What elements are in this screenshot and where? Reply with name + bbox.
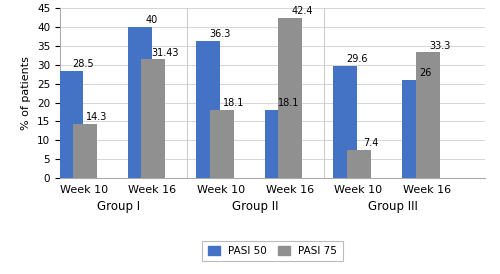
Legend: PASI 50, PASI 75: PASI 50, PASI 75 (202, 241, 342, 261)
Bar (196, 41, 220, 178)
Bar (128, 27, 152, 178)
Bar (210, 110, 234, 178)
Text: 29.6: 29.6 (346, 55, 368, 64)
Bar (59, 70, 83, 178)
Bar (142, 59, 166, 178)
Bar (347, 150, 371, 178)
Bar (278, 18, 302, 178)
Bar (265, 110, 289, 178)
Text: 18.1: 18.1 (224, 98, 244, 108)
Text: Week 10: Week 10 (334, 185, 382, 195)
Text: 26: 26 (420, 68, 432, 78)
Text: Week 10: Week 10 (197, 185, 245, 195)
Text: Group I: Group I (96, 200, 140, 213)
Bar (402, 80, 426, 178)
Text: Group II: Group II (232, 200, 278, 213)
Bar (416, 52, 440, 178)
Text: Week 16: Week 16 (128, 185, 176, 195)
Text: 33.3: 33.3 (429, 41, 450, 50)
Text: Week 10: Week 10 (60, 185, 108, 195)
Text: 36.3: 36.3 (210, 29, 231, 39)
Text: 31.43: 31.43 (152, 48, 179, 58)
Text: 18.1: 18.1 (278, 98, 299, 108)
Text: 7.4: 7.4 (364, 138, 378, 148)
Text: 40: 40 (146, 15, 158, 25)
Bar (73, 124, 97, 178)
Y-axis label: % of patients: % of patients (22, 56, 32, 130)
Text: Week 16: Week 16 (402, 185, 451, 195)
Text: 14.3: 14.3 (86, 112, 108, 122)
Bar (334, 66, 357, 178)
Text: 28.5: 28.5 (72, 59, 94, 68)
Text: Week 16: Week 16 (266, 185, 314, 195)
Text: Group III: Group III (368, 200, 418, 213)
Text: 42.4: 42.4 (292, 6, 313, 16)
